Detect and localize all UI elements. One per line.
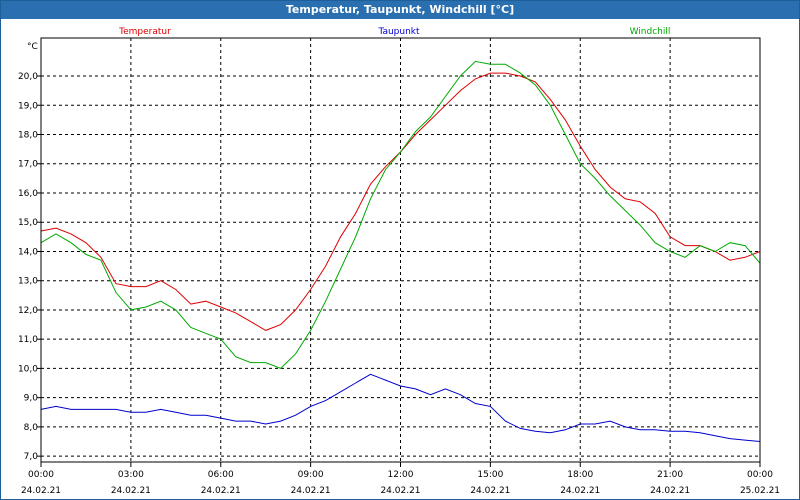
y-tick-label: 16,0	[18, 189, 38, 199]
y-tick-label: 18,0	[18, 130, 38, 140]
x-tick-date: 24.02.21	[291, 486, 331, 496]
y-tick-label: 19,0	[18, 101, 38, 111]
x-tick-date: 24.02.21	[650, 486, 690, 496]
y-tick-label: 20,0	[18, 72, 38, 82]
x-tick-date: 25.02.21	[740, 486, 780, 496]
x-tick-time: 03:00	[118, 470, 144, 480]
legend-windchill: Windchill	[630, 27, 671, 37]
x-tick-time: 12:00	[388, 470, 414, 480]
y-tick-label: 14,0	[18, 247, 38, 257]
y-tick-label: 10,0	[18, 364, 38, 374]
y-tick-label: 8,0	[24, 423, 39, 433]
x-tick-date: 24.02.21	[560, 486, 600, 496]
x-tick-time: 00:00	[747, 470, 773, 480]
y-tick-label: 12,0	[18, 306, 38, 316]
line-chart: 7,0 8,0 9,0 10,0 11,0 12,0 13,0 14,0 15,0 16,0 17,…	[18, 27, 780, 496]
y-tick-label: 17,0	[18, 160, 38, 170]
x-tick-time: 18:00	[567, 470, 593, 480]
x-tick-date: 24.02.21	[470, 486, 510, 496]
y-tick-label: 9,0	[24, 394, 39, 404]
y-tick-label: 11,0	[18, 335, 38, 345]
y-axis-label: °C	[27, 42, 38, 52]
y-tick-label: 13,0	[18, 277, 38, 287]
x-tick-time: 15:00	[477, 470, 503, 480]
x-tick-time: 00:00	[28, 470, 54, 480]
x-tick-date: 24.02.21	[380, 486, 420, 496]
x-tick-date: 24.02.21	[111, 486, 151, 496]
x-tick-date: 24.02.21	[201, 486, 241, 496]
series-line-taupunkt	[40, 373, 761, 442]
legend-taupunkt: Taupunkt	[377, 27, 420, 37]
window-title: Temperatur, Taupunkt, Windchill [°C]	[1, 1, 799, 19]
y-tick-label: 7,0	[24, 452, 39, 462]
x-tick-time: 21:00	[657, 470, 683, 480]
x-tick-date: 24.02.21	[21, 486, 61, 496]
y-tick-label: 15,0	[18, 218, 38, 228]
x-tick-time: 06:00	[208, 470, 234, 480]
series-line-windchill	[40, 60, 761, 369]
legend-temperatur: Temperatur	[118, 27, 171, 37]
x-tick-time: 09:00	[298, 470, 324, 480]
